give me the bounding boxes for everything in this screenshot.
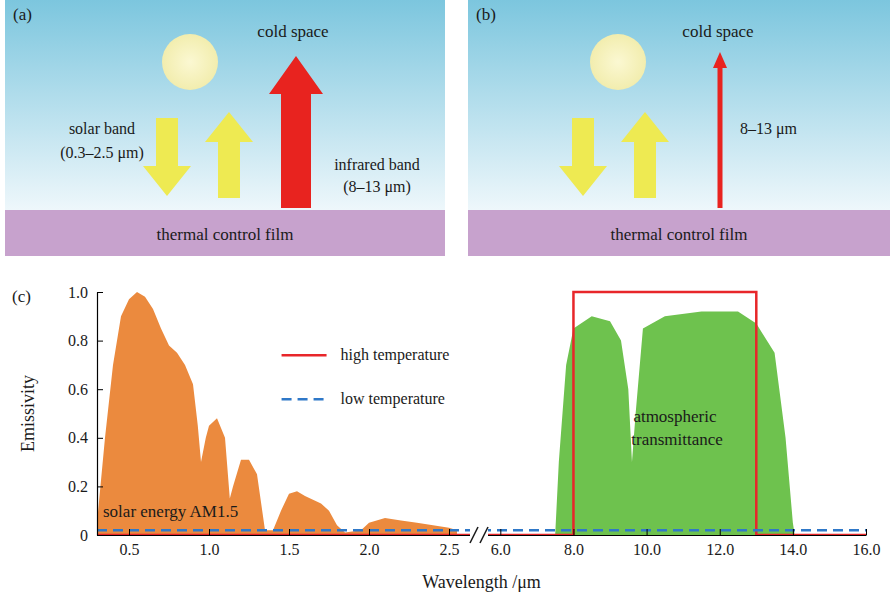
x-tick-label: 8.0 bbox=[564, 541, 584, 558]
x-tick: 2.5 bbox=[440, 529, 460, 558]
x-tick: 1.0 bbox=[200, 529, 220, 558]
x-tick-mark bbox=[647, 529, 648, 535]
x-tick-mark bbox=[209, 529, 210, 535]
x-tick: 12.0 bbox=[706, 529, 734, 558]
plot-area bbox=[97, 292, 866, 535]
y-tick-mark bbox=[97, 535, 103, 536]
y-tick-mark bbox=[97, 486, 103, 487]
y-tick-label: 1.0 bbox=[68, 284, 88, 301]
film-label: thermal control film bbox=[611, 225, 748, 244]
x-tick: 0.5 bbox=[120, 529, 140, 558]
x-tick-mark bbox=[793, 529, 794, 535]
sun bbox=[162, 34, 218, 90]
area-series bbox=[97, 292, 457, 535]
x-tick-label: 1.5 bbox=[280, 541, 300, 558]
legend-label: low temperature bbox=[341, 390, 445, 408]
y-tick: 0.2 bbox=[68, 478, 103, 495]
y-tick: 1.0 bbox=[68, 284, 103, 301]
diagram-panel: (b) cold space 8–13 μm thermal control film bbox=[468, 0, 890, 256]
solar-arrow-down bbox=[143, 118, 191, 196]
sky bbox=[468, 0, 890, 210]
axis-break-mark bbox=[480, 527, 488, 543]
figure: (a) cold space solar band (0.3–2.5 μm) infra… bbox=[0, 0, 895, 604]
x-tick: 16.0 bbox=[853, 529, 881, 558]
x-tick-label: 1.0 bbox=[200, 541, 220, 558]
infrared-arrow bbox=[269, 56, 323, 208]
diagram-panel: (a) cold space solar band (0.3–2.5 μm) infra… bbox=[5, 0, 445, 256]
y-tick: 0.6 bbox=[68, 381, 103, 398]
infrared-label: infrared band bbox=[334, 156, 420, 173]
x-tick-mark bbox=[720, 529, 721, 535]
legend: high temperature low temperature bbox=[282, 346, 450, 408]
x-tick-label: 2.0 bbox=[360, 541, 380, 558]
panel-letter: (b) bbox=[476, 5, 496, 24]
solar-arrow-up bbox=[205, 112, 253, 198]
area-series bbox=[555, 311, 795, 535]
solar-arrow-down bbox=[559, 118, 607, 196]
y-tick: 0.8 bbox=[68, 332, 103, 349]
y-axis-title: Emissivity bbox=[18, 375, 38, 452]
x-tick-label: 14.0 bbox=[779, 541, 807, 558]
chart: 0.5 1.0 1.5 2.0 2.5 6.0 8.0 10.0 12.0 14.0 16.0 0 0.… bbox=[12, 284, 881, 592]
x-axis: 0.5 1.0 1.5 2.0 2.5 6.0 8.0 10.0 12.0 14.0 16.0 bbox=[98, 529, 881, 558]
solar-label: (0.3–2.5 μm) bbox=[60, 144, 144, 162]
panel-letter: (c) bbox=[12, 287, 31, 306]
solar-arrow-up bbox=[621, 112, 669, 198]
x-tick-mark bbox=[289, 529, 290, 535]
y-tick-mark bbox=[97, 292, 103, 293]
x-tick-mark bbox=[573, 529, 574, 535]
infrared-label: (8–13 μm) bbox=[343, 178, 411, 196]
panel-letter: (a) bbox=[13, 5, 32, 24]
x-tick-mark bbox=[449, 529, 450, 535]
y-axis: 0 0.2 0.4 0.6 0.8 1.0 bbox=[68, 284, 103, 544]
x-tick-mark bbox=[500, 529, 501, 535]
axis-break-mark bbox=[470, 527, 478, 543]
film bbox=[5, 210, 445, 256]
x-tick-mark bbox=[369, 529, 370, 535]
space-label: cold space bbox=[682, 22, 753, 41]
figure-svg: (a) cold space solar band (0.3–2.5 μm) infra… bbox=[0, 0, 895, 604]
x-tick-label: 0.5 bbox=[120, 541, 140, 558]
film bbox=[468, 210, 890, 256]
y-tick-label: 0.2 bbox=[68, 478, 88, 495]
y-tick-mark bbox=[97, 389, 103, 390]
x-tick-mark bbox=[129, 529, 130, 535]
x-tick: 14.0 bbox=[779, 529, 807, 558]
infrared-arrow bbox=[713, 52, 727, 208]
x-tick: 1.5 bbox=[280, 529, 300, 558]
x-tick-mark bbox=[866, 529, 867, 535]
y-axis-line bbox=[97, 293, 98, 536]
legend-label: high temperature bbox=[341, 346, 450, 364]
x-axis-title: Wavelength /μm bbox=[422, 572, 541, 592]
x-tick: 6.0 bbox=[491, 529, 511, 558]
film-label: thermal control film bbox=[157, 225, 294, 244]
y-tick-label: 0.4 bbox=[68, 429, 88, 446]
sky bbox=[5, 0, 445, 210]
x-tick: 2.0 bbox=[360, 529, 380, 558]
x-tick: 8.0 bbox=[564, 529, 584, 558]
space-label: cold space bbox=[257, 22, 328, 41]
line-series bbox=[97, 292, 866, 535]
y-tick: 0.4 bbox=[68, 429, 103, 446]
sun bbox=[590, 34, 646, 90]
x-tick-label: 16.0 bbox=[853, 541, 881, 558]
y-tick-label: 0 bbox=[80, 527, 88, 544]
area-label: solar energy AM1.5 bbox=[103, 502, 238, 521]
y-tick-mark bbox=[97, 341, 103, 342]
infrared-label: 8–13 μm bbox=[740, 120, 798, 138]
x-tick-label: 2.5 bbox=[440, 541, 460, 558]
legend-swatch bbox=[282, 398, 327, 401]
y-tick-label: 0.6 bbox=[68, 381, 88, 398]
x-tick-label: 12.0 bbox=[706, 541, 734, 558]
x-tick-label: 6.0 bbox=[491, 541, 511, 558]
y-tick-mark bbox=[97, 438, 103, 439]
area-label: atmospheric transmittance bbox=[627, 407, 723, 449]
legend-swatch bbox=[282, 354, 327, 357]
y-tick: 0 bbox=[80, 527, 103, 544]
y-tick-label: 0.8 bbox=[68, 332, 88, 349]
axis-break bbox=[470, 527, 488, 543]
x-tick-label: 10.0 bbox=[633, 541, 661, 558]
x-tick: 10.0 bbox=[633, 529, 661, 558]
solar-label: solar band bbox=[69, 120, 135, 137]
